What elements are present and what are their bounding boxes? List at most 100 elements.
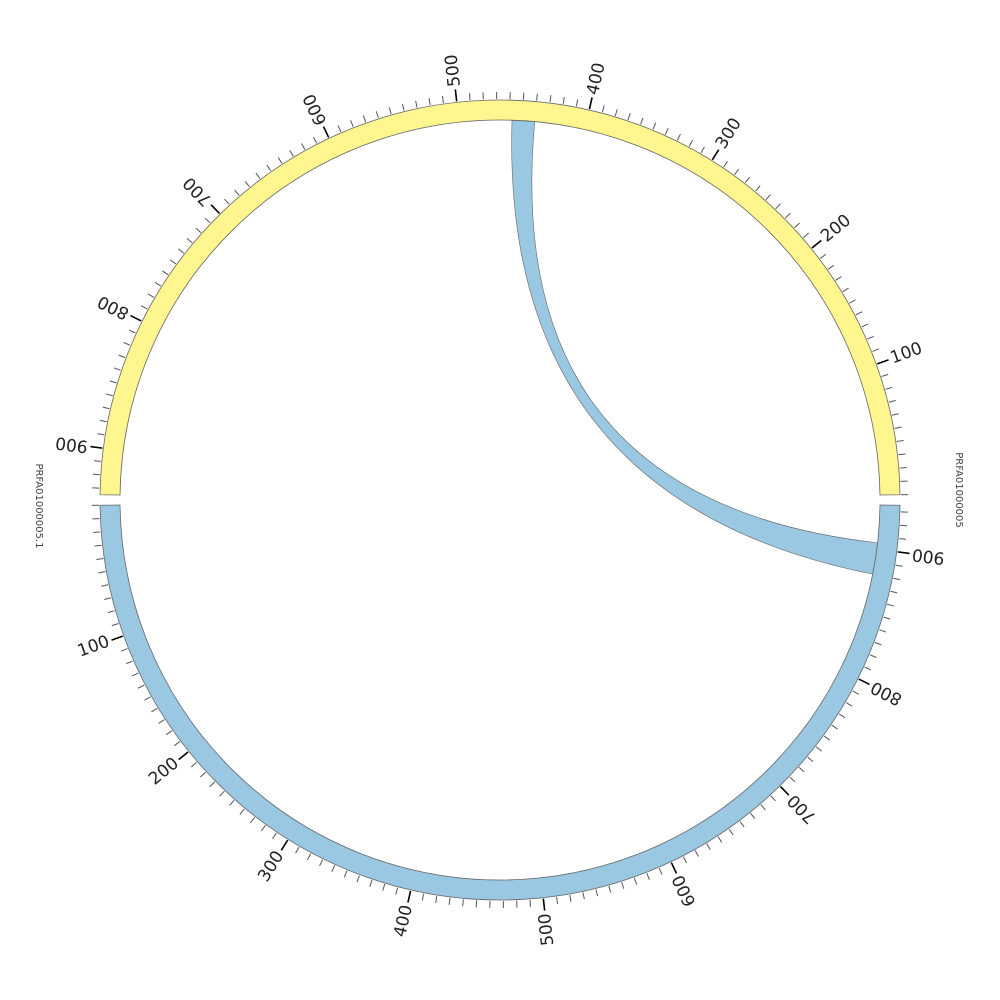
- minor-tick: [144, 696, 151, 701]
- minor-tick: [219, 790, 225, 797]
- minor-tick: [895, 564, 903, 567]
- minor-tick: [789, 776, 796, 783]
- minor-tick: [744, 176, 750, 184]
- minor-tick: [350, 120, 354, 128]
- minor-tick: [803, 232, 809, 239]
- minor-tick: [874, 641, 882, 646]
- minor-tick: [872, 348, 880, 352]
- minor-tick: [105, 393, 113, 397]
- minor-tick: [775, 203, 781, 210]
- major-tick: [130, 314, 142, 322]
- minor-tick: [307, 853, 312, 860]
- minor-tick: [838, 713, 846, 719]
- minor-tick: [755, 185, 761, 192]
- minor-tick: [664, 128, 669, 135]
- minor-tick: [608, 885, 612, 893]
- minor-tick: [191, 761, 197, 768]
- minor-tick: [885, 386, 893, 390]
- minor-tick: [98, 571, 106, 574]
- minor-tick: [723, 161, 728, 168]
- link-ribbon: [511, 119, 878, 575]
- minor-tick: [529, 899, 532, 907]
- minor-tick: [375, 111, 379, 119]
- major-tick: [111, 635, 124, 641]
- minor-tick: [849, 299, 856, 304]
- minor-tick: [369, 879, 373, 887]
- tick-labels-layer: 100 200 300 400 500 600 700 800 900 100 200 300 400 5…: [54, 53, 946, 946]
- tick-label: 900: [54, 432, 89, 456]
- major-tick: [897, 551, 910, 555]
- minor-tick: [734, 168, 740, 176]
- minor-tick: [289, 150, 294, 157]
- minor-tick: [186, 237, 193, 244]
- minor-tick: [765, 194, 771, 201]
- tick-label: 600: [669, 872, 701, 910]
- minor-tick: [421, 893, 425, 901]
- minor-tick: [178, 248, 185, 254]
- minor-tick: [468, 93, 471, 101]
- major-tick: [454, 89, 458, 102]
- minor-tick: [200, 771, 206, 778]
- major-tick: [210, 204, 221, 214]
- minor-tick: [441, 96, 444, 104]
- tick-label: 800: [94, 291, 132, 323]
- minor-tick: [313, 136, 318, 144]
- minor-tick: [869, 654, 877, 658]
- minor-tick: [890, 590, 898, 594]
- tick-label: 600: [299, 90, 331, 128]
- ticks-layer: [90, 89, 910, 911]
- minor-tick: [401, 103, 405, 111]
- minor-tick: [277, 157, 283, 164]
- minor-tick: [260, 824, 266, 832]
- minor-tick: [448, 897, 451, 905]
- minor-tick: [239, 808, 245, 815]
- tick-label: 300: [712, 114, 746, 152]
- tick-label: 700: [179, 173, 216, 210]
- minor-tick: [760, 804, 766, 811]
- minor-tick: [688, 140, 693, 147]
- major-tick: [90, 445, 103, 449]
- minor-tick: [435, 895, 438, 903]
- minor-tick: [717, 836, 723, 843]
- sequence-arcs-layer: [99, 99, 901, 901]
- minor-tick: [94, 544, 102, 547]
- major-tick: [876, 359, 889, 365]
- minor-tick: [295, 846, 300, 854]
- minor-tick: [739, 821, 745, 828]
- minor-tick: [784, 212, 791, 219]
- minor-tick: [893, 577, 901, 581]
- minor-tick: [388, 107, 392, 115]
- minor-tick: [93, 531, 101, 533]
- tick-label: 800: [868, 677, 906, 709]
- minor-tick: [113, 367, 121, 371]
- minor-tick: [118, 354, 126, 359]
- minor-tick: [234, 189, 240, 196]
- minor-tick: [151, 707, 158, 713]
- minor-tick: [154, 281, 162, 287]
- minor-tick: [601, 105, 605, 113]
- minor-tick: [97, 433, 105, 436]
- minor-tick: [842, 287, 849, 293]
- minor-tick: [676, 133, 681, 141]
- minor-tick: [162, 270, 169, 276]
- minor-tick: [428, 98, 431, 106]
- minor-tick: [614, 109, 618, 117]
- minor-tick: [109, 380, 117, 384]
- minor-tick: [415, 100, 418, 108]
- major-tick: [178, 751, 189, 761]
- minor-tick: [819, 253, 827, 259]
- major-tick: [779, 786, 790, 796]
- sequence-name-left: PRFA01000005.1: [33, 463, 44, 548]
- minor-tick: [337, 125, 342, 133]
- minor-tick: [879, 629, 887, 633]
- minor-tick: [883, 616, 891, 620]
- minor-tick: [706, 843, 711, 850]
- minor-tick: [807, 756, 814, 763]
- minor-tick: [682, 856, 687, 864]
- minor-tick: [652, 122, 657, 130]
- minor-tick: [382, 883, 386, 891]
- minor-tick: [104, 597, 112, 600]
- minor-tick: [575, 99, 579, 107]
- minor-tick: [123, 342, 131, 346]
